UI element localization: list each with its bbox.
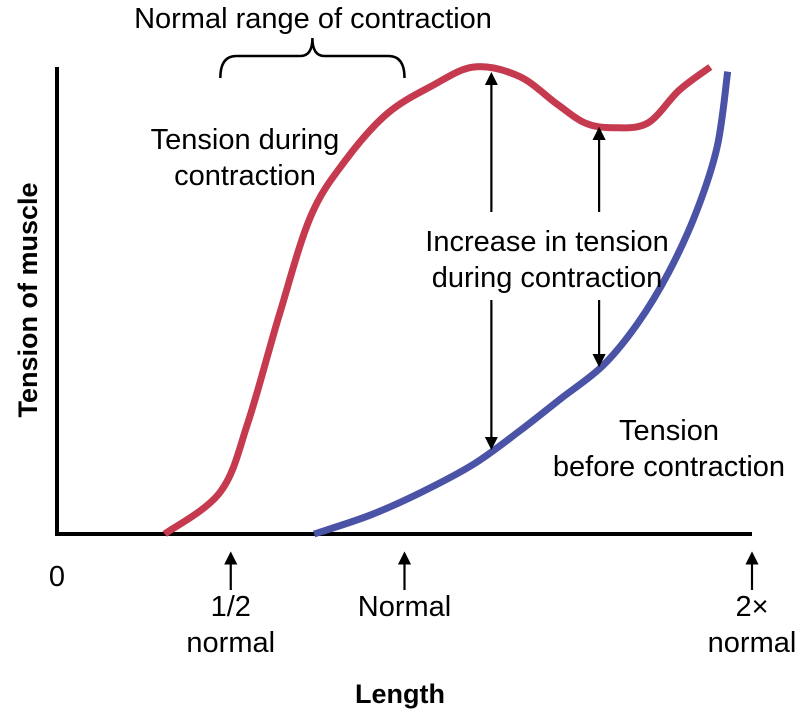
tick-label-0-line-1: 0 [49,561,65,593]
series-label-before-line-2: before contraction [553,451,785,483]
tick-label-1-line-1: 1/2 [211,591,251,623]
series-label-during-line-2: contraction [174,160,316,192]
normal-range-bracket [219,37,406,79]
normal-range-label: Normal range of contraction [134,3,492,35]
x-axis-title: Length [355,679,445,709]
series-line-during [162,63,713,537]
series-label-during-line-1: Tension during [151,124,340,156]
increase-label-line-2: during contraction [432,262,663,294]
tick-label-3-line-2: normal [708,627,797,659]
increase-label-line-1: Increase in tension [425,226,668,258]
tick-label-1-line-2: normal [186,627,275,659]
series-label-before-line-1: Tension [619,415,719,447]
series-line-before [313,71,732,538]
y-axis-title: Tension of muscle [13,182,43,417]
tick-label-3-line-1: 2× [735,591,768,623]
tick-label-2-line-1: Normal [358,591,451,623]
